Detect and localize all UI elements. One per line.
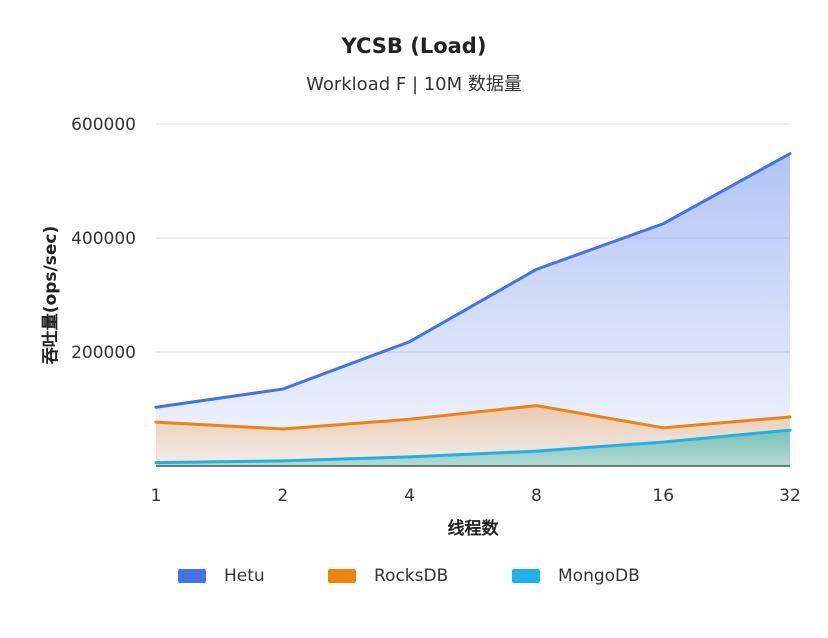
series-line-mongodb[interactable] bbox=[154, 428, 792, 465]
x-tick-label-4: 4 bbox=[404, 486, 415, 506]
chart-subtitle: Workload F | 10M 数据量 bbox=[306, 74, 522, 95]
y-tick-label-600000: 600000 bbox=[71, 115, 136, 135]
x-tick-label-2: 2 bbox=[277, 486, 288, 506]
legend-item-mongodb[interactable]: MongoDB bbox=[512, 562, 640, 590]
series-line-rocksdb[interactable] bbox=[154, 404, 792, 431]
y-axis-label: 吞吐量(ops/sec) bbox=[40, 226, 61, 364]
y-tick-label-200000: 200000 bbox=[71, 343, 136, 363]
area-hetu bbox=[156, 153, 790, 466]
y-tick-label-400000: 400000 bbox=[71, 229, 136, 249]
legend-item-hetu[interactable]: Hetu bbox=[178, 562, 265, 590]
legend-label-rocksdb: RocksDB bbox=[374, 566, 449, 586]
chart-title: YCSB (Load) bbox=[341, 34, 487, 58]
x-tick-label-16: 16 bbox=[652, 486, 674, 506]
x-tick-label-1: 1 bbox=[151, 486, 162, 506]
area-mongodb bbox=[156, 430, 790, 466]
legend-item-rocksdb[interactable]: RocksDB bbox=[328, 562, 448, 590]
x-axis-label: 线程数 bbox=[448, 518, 500, 539]
legend-swatch-mongodb bbox=[512, 569, 540, 583]
legend-swatch-hetu bbox=[178, 569, 206, 583]
x-tick-label-8: 8 bbox=[531, 486, 542, 506]
legend-label-mongodb: MongoDB bbox=[558, 566, 640, 586]
legend: Hetu RocksDB MongoDB bbox=[0, 562, 828, 590]
series-line-hetu[interactable] bbox=[154, 152, 792, 409]
legend-swatch-rocksdb bbox=[328, 569, 356, 583]
legend-label-hetu: Hetu bbox=[224, 566, 265, 586]
x-tick-label-32: 32 bbox=[779, 486, 801, 506]
